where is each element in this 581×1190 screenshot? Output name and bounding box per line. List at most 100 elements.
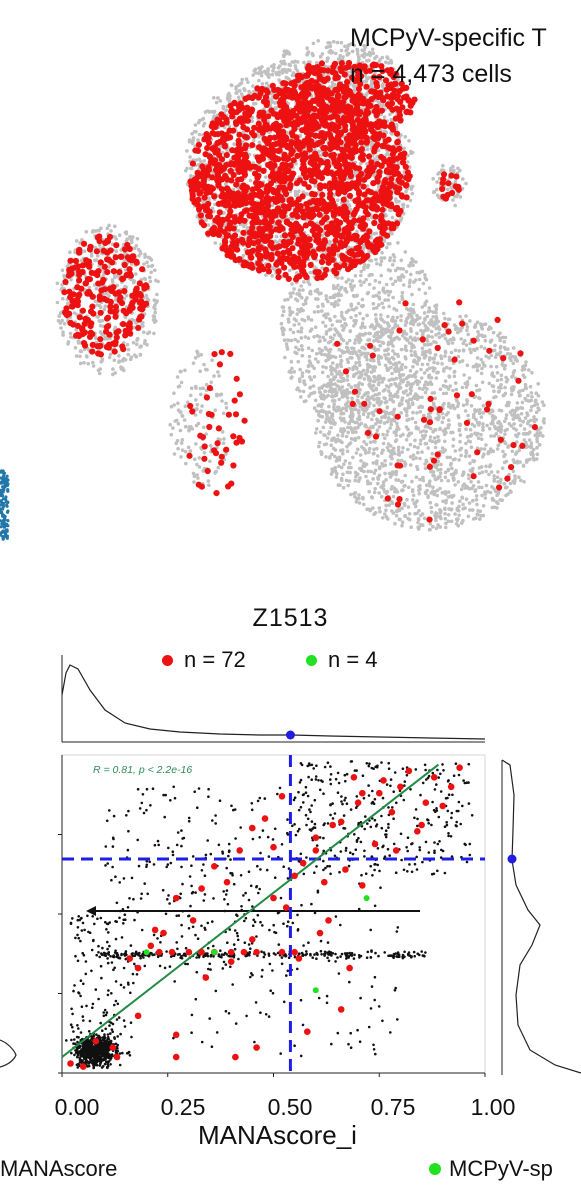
umap-cell bbox=[394, 200, 399, 204]
umap-cell bbox=[480, 493, 484, 498]
umap-cell bbox=[99, 226, 103, 230]
umap-cell bbox=[221, 104, 226, 109]
umap-cell bbox=[495, 475, 500, 480]
umap-cell bbox=[476, 512, 480, 517]
umap-cell bbox=[277, 70, 282, 74]
umap-cell bbox=[387, 471, 392, 476]
umap-cell bbox=[452, 369, 457, 374]
umap-cell bbox=[507, 422, 512, 426]
umap-cell bbox=[117, 359, 122, 364]
umap-cell bbox=[451, 473, 456, 477]
umap-cell bbox=[518, 418, 522, 423]
umap-cell bbox=[337, 464, 341, 469]
umap-cell bbox=[297, 322, 301, 326]
umap-cell bbox=[227, 98, 231, 102]
umap-cell bbox=[313, 184, 318, 188]
umap-cell bbox=[459, 446, 464, 451]
umap-cell bbox=[407, 341, 412, 345]
umap-cell bbox=[465, 435, 470, 439]
umap-cell bbox=[301, 302, 306, 307]
umap-cell bbox=[422, 371, 427, 375]
umap-cell bbox=[380, 380, 385, 384]
umap-cell bbox=[453, 406, 457, 411]
umap-cell bbox=[411, 410, 415, 415]
umap-cell bbox=[510, 413, 514, 417]
umap-cell bbox=[286, 338, 290, 342]
umap-cell bbox=[335, 365, 339, 369]
umap-cell bbox=[339, 358, 344, 363]
umap-cell bbox=[128, 357, 133, 362]
umap-cell bbox=[260, 65, 264, 69]
umap-cell bbox=[391, 412, 395, 417]
umap-cell bbox=[413, 420, 418, 425]
umap-cell bbox=[290, 282, 294, 286]
umap-cell bbox=[69, 335, 73, 339]
umap-cell bbox=[317, 444, 321, 449]
umap-cell bbox=[327, 410, 332, 415]
umap-cell bbox=[535, 439, 539, 444]
umap-cell bbox=[384, 282, 389, 287]
umap-cell bbox=[348, 329, 353, 333]
umap-cell bbox=[307, 359, 312, 363]
umap-cell bbox=[418, 456, 422, 461]
umap-cell bbox=[495, 506, 499, 510]
umap-cell bbox=[356, 411, 361, 415]
umap-cell bbox=[135, 236, 140, 241]
umap-cell bbox=[388, 256, 393, 260]
umap-cell bbox=[374, 331, 378, 336]
umap-cell bbox=[443, 384, 447, 389]
umap-cell bbox=[401, 267, 406, 271]
umap-cell bbox=[493, 355, 498, 360]
umap-cell bbox=[400, 450, 404, 454]
umap-cell bbox=[346, 425, 350, 430]
umap-cell bbox=[393, 361, 398, 366]
umap-cell bbox=[322, 397, 326, 401]
umap-cell bbox=[142, 262, 146, 266]
umap-cell bbox=[328, 295, 333, 300]
umap-cell bbox=[479, 432, 483, 437]
umap-cell bbox=[359, 273, 363, 278]
umap-cell bbox=[458, 423, 462, 428]
umap-cell bbox=[337, 405, 341, 410]
umap-cell bbox=[515, 406, 519, 410]
umap-cell bbox=[327, 404, 331, 409]
umap-cell bbox=[443, 354, 447, 358]
umap-cell bbox=[471, 415, 476, 420]
umap-cell bbox=[359, 373, 364, 378]
umap-cell bbox=[287, 268, 292, 273]
umap-cell bbox=[419, 328, 423, 333]
umap-cell bbox=[420, 305, 425, 309]
umap-cell bbox=[489, 353, 494, 358]
umap-cell bbox=[383, 331, 388, 335]
umap-cell bbox=[396, 266, 400, 271]
umap-cell bbox=[323, 312, 328, 317]
umap-cell bbox=[55, 281, 60, 286]
umap-cell bbox=[134, 272, 138, 276]
umap-cell bbox=[501, 335, 505, 340]
umap-cell bbox=[212, 114, 216, 119]
umap-cell bbox=[318, 339, 322, 343]
umap-cell bbox=[367, 282, 372, 287]
umap-cell bbox=[60, 268, 65, 273]
umap-cell bbox=[418, 430, 423, 434]
umap-cell bbox=[443, 490, 448, 494]
umap-cell bbox=[418, 442, 423, 446]
umap-cell bbox=[521, 464, 526, 468]
umap-cell bbox=[386, 342, 391, 347]
umap-cell bbox=[479, 513, 484, 518]
umap-cell bbox=[356, 447, 360, 452]
umap-cell bbox=[488, 447, 493, 451]
umap-cell bbox=[342, 326, 346, 330]
umap-cell bbox=[377, 425, 382, 429]
umap-cell bbox=[431, 315, 436, 319]
umap-cell bbox=[535, 445, 539, 450]
umap-cell bbox=[499, 409, 504, 413]
umap-cell bbox=[399, 347, 404, 352]
umap-cell bbox=[368, 331, 372, 336]
umap-cell bbox=[335, 198, 340, 202]
umap-cell bbox=[305, 369, 309, 373]
umap-cell bbox=[464, 449, 468, 453]
umap-cell bbox=[391, 399, 396, 404]
umap-cell bbox=[443, 439, 447, 444]
umap-cell bbox=[343, 459, 348, 463]
